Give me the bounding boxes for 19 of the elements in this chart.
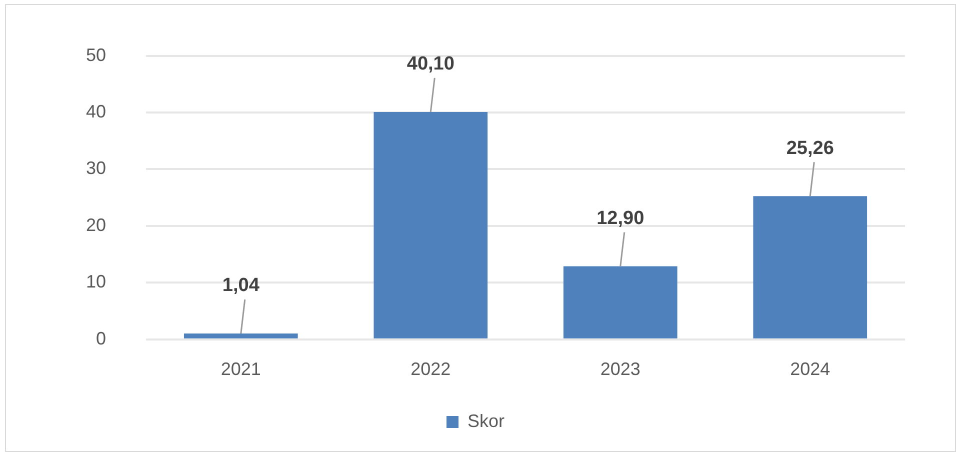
bar (563, 266, 678, 338)
x-tick-label: 2021 (220, 359, 261, 380)
y-tick-label: 0 (96, 328, 106, 348)
data-label: 25,26 (786, 138, 834, 159)
x-tick-label: 2022 (410, 359, 451, 380)
y-tick-label: 40 (86, 101, 106, 122)
x-tick-label: 2023 (600, 359, 640, 380)
data-label: 12,90 (596, 208, 644, 229)
bar (184, 334, 298, 338)
y-tick-label: 50 (86, 44, 106, 65)
y-tick-label: 10 (86, 272, 106, 292)
legend-label: Skor (467, 410, 505, 431)
data-label: 1,04 (222, 275, 260, 296)
y-tick-label: 20 (86, 214, 106, 235)
bar (374, 112, 488, 338)
x-tick-label: 2024 (790, 359, 830, 380)
data-label: 40,10 (406, 54, 454, 75)
bar (753, 196, 868, 338)
y-tick-label: 30 (86, 158, 106, 178)
